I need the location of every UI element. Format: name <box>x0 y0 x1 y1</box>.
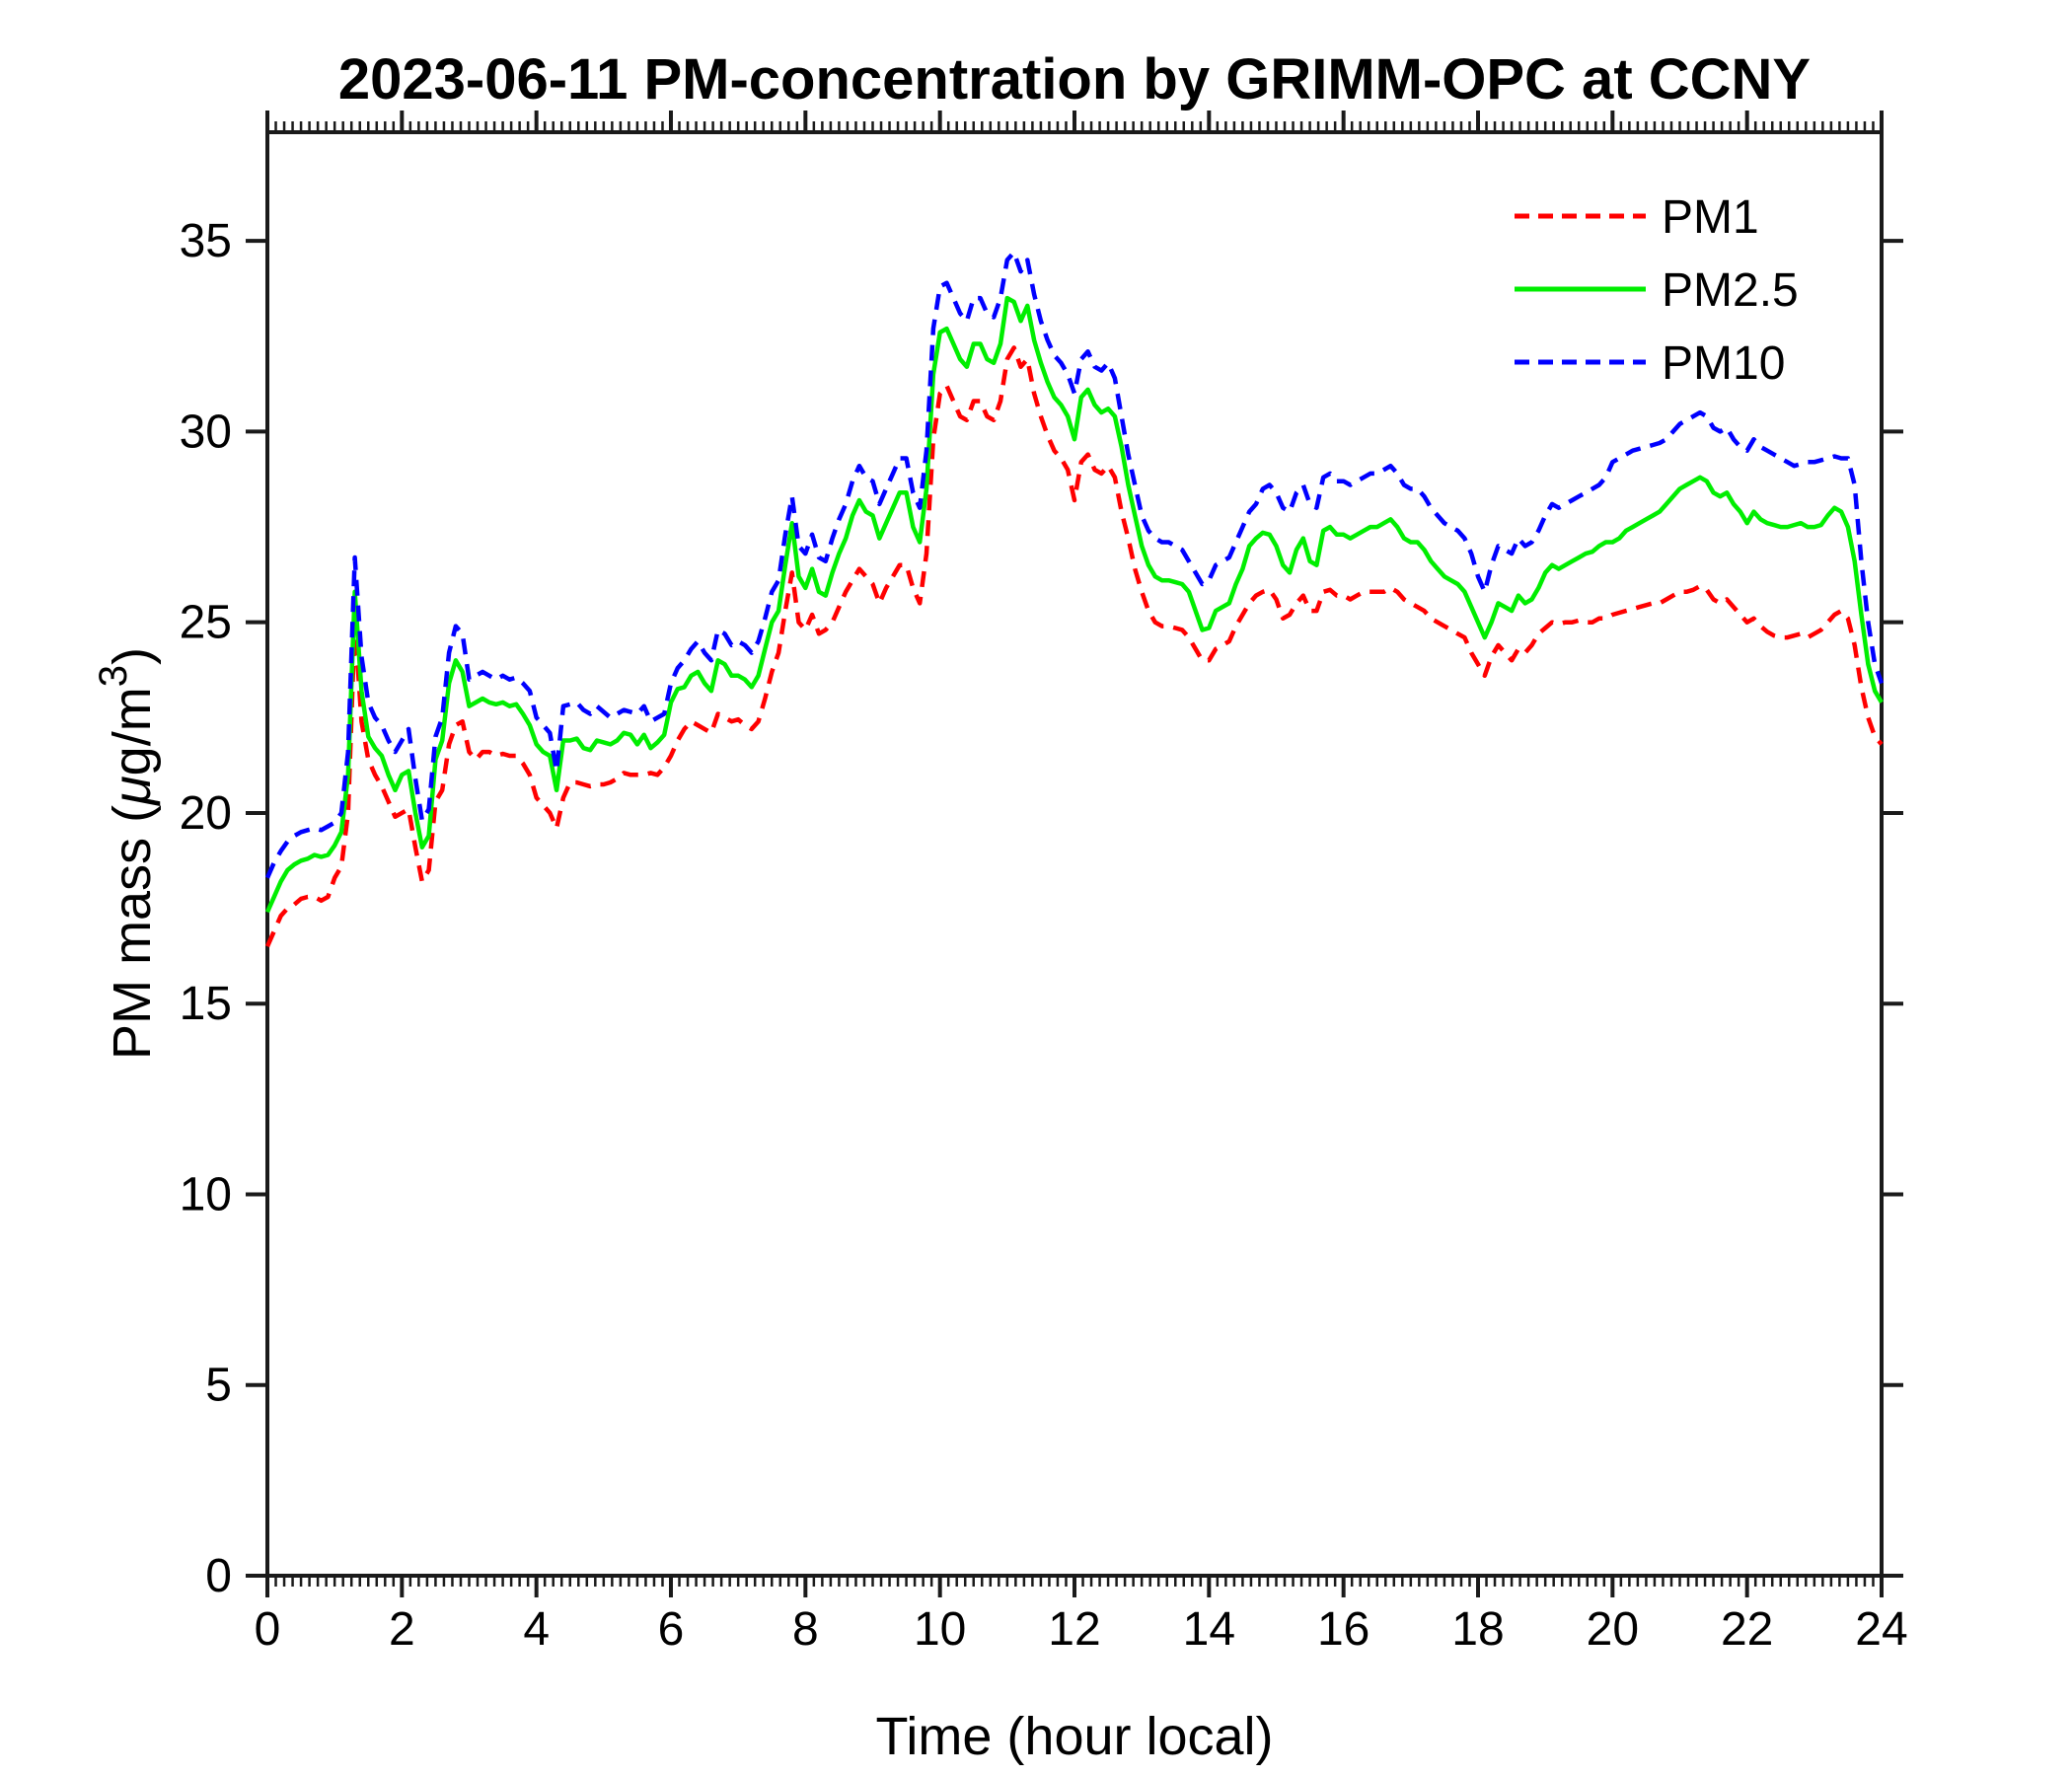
series-pm2-5 <box>264 295 1884 914</box>
legend-item-pm10: PM10 <box>1515 337 1785 390</box>
x-tick-label: 24 <box>1855 1603 1907 1656</box>
chart-title: 2023-06-11 PM-concentration by GRIMM-OPC… <box>338 47 1811 111</box>
y-tick-label: 35 <box>180 215 232 267</box>
legend-label-pm10: PM10 <box>1662 337 1785 390</box>
x-tick-label: 22 <box>1721 1603 1773 1656</box>
y-tick-label: 5 <box>205 1360 232 1412</box>
legend-item-pm1: PM1 <box>1515 191 1759 244</box>
x-tick-label: 12 <box>1048 1603 1100 1656</box>
x-tick-label: 4 <box>523 1603 550 1656</box>
legend-item-pm2-5: PM2.5 <box>1515 264 1799 317</box>
x-tick-label: 0 <box>255 1603 281 1656</box>
x-tick-label: 14 <box>1183 1603 1235 1656</box>
y-axis-label-prefix: PM mass ( <box>103 805 162 1060</box>
axes-box <box>265 130 1884 1578</box>
y-axis-label: PM mass (μg/m3) <box>92 647 162 1060</box>
x-tick-label: 20 <box>1587 1603 1639 1656</box>
x-tick-label: 10 <box>914 1603 966 1656</box>
x-tick-label: 16 <box>1317 1603 1369 1656</box>
x-axis-label: Time (hour local) <box>875 1707 1273 1766</box>
y-tick-label: 0 <box>205 1550 232 1602</box>
series-pm1 <box>264 345 1884 948</box>
y-tick-label: 15 <box>180 978 232 1030</box>
y-tick-label: 25 <box>180 597 232 649</box>
y-axis-label-suffix: ) <box>103 647 162 665</box>
x-tick-label: 6 <box>658 1603 685 1656</box>
y-tick-label: 30 <box>180 406 232 458</box>
legend-label-pm1: PM1 <box>1662 191 1759 244</box>
y-tick-label: 20 <box>180 787 232 840</box>
legend-label-pm2-5: PM2.5 <box>1662 264 1799 317</box>
x-tick-label: 8 <box>792 1603 819 1656</box>
x-tick-label: 2 <box>389 1603 415 1656</box>
y-tick-label: 10 <box>180 1168 232 1221</box>
legend: PM1 PM2.5 PM10 <box>1515 191 1799 390</box>
y-axis-label-mid: g/m <box>103 687 162 776</box>
y-axis-label-sup: 3 <box>92 665 135 687</box>
series-pm10 <box>264 250 1885 879</box>
y-axis-label-mu: μ <box>103 776 162 807</box>
x-tick-label: 18 <box>1451 1603 1504 1656</box>
